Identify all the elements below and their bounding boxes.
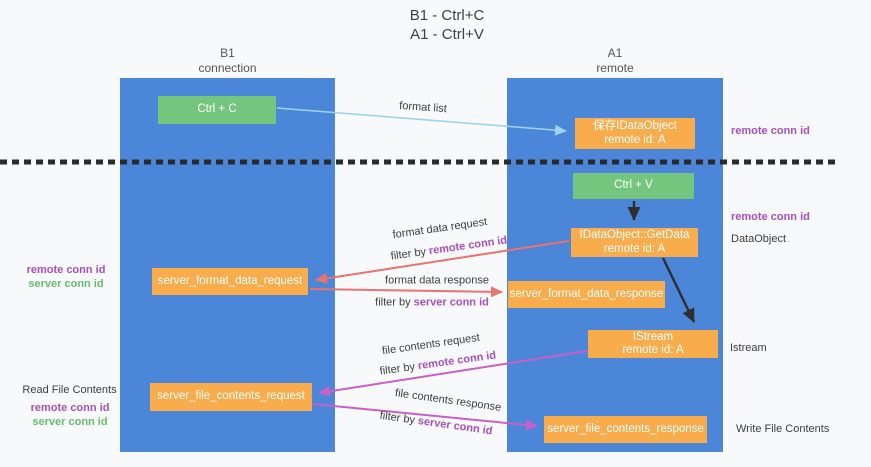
server-conn-id-text: server conn id bbox=[413, 296, 489, 309]
ctrl-v-label: Ctrl + V bbox=[614, 179, 653, 192]
right-remote-conn-id-mid: remote conn id bbox=[731, 211, 810, 223]
remote-conn-id-text: remote conn id bbox=[417, 349, 497, 373]
getdata-line2: remote id: A bbox=[603, 242, 666, 255]
server-file-contents-request-label: server_file_contents_request bbox=[157, 390, 305, 403]
filter-by-text: filter by bbox=[378, 360, 416, 378]
istream-line1: IStream bbox=[632, 330, 674, 343]
left-remote-conn-id-2: remote conn id bbox=[30, 402, 110, 414]
right-dataobject-label: DataObject bbox=[731, 233, 787, 245]
lane-a1-name: A1 bbox=[607, 46, 623, 60]
server-format-data-request-node: server_format_data_request bbox=[152, 268, 308, 295]
format-data-response-filter: filter by server conn id bbox=[375, 297, 489, 310]
lane-header-b1: B1 connection bbox=[120, 46, 335, 76]
left-server-conn-id-2: server conn id bbox=[32, 416, 108, 428]
ctrl-c-node: Ctrl + C bbox=[158, 96, 276, 124]
left-remote-conn-id-1: remote conn id bbox=[26, 264, 106, 276]
file-contents-response-filter: filter by server conn id bbox=[379, 410, 493, 439]
filter-by-text: filter by bbox=[378, 409, 416, 427]
title-line-1: B1 - Ctrl+C bbox=[409, 7, 485, 24]
lane-a1-role: remote bbox=[596, 61, 634, 75]
format-data-response-arrow bbox=[309, 286, 503, 298]
diagram-title: B1 - Ctrl+C A1 - Ctrl+V bbox=[0, 6, 871, 44]
save-idataobject-line1: 保存IDataObject bbox=[593, 120, 677, 132]
save-idataobject-line2: remote id: A bbox=[604, 133, 666, 146]
right-istream-label: Istream bbox=[730, 342, 767, 354]
title-line-2: A1 - Ctrl+V bbox=[410, 26, 484, 43]
save-idataobject-node: 保存IDataObject remote id: A bbox=[575, 118, 695, 149]
format-data-response-label: format data response bbox=[385, 274, 489, 287]
server-conn-id-text: server conn id bbox=[417, 415, 494, 438]
istream-node: IStream remote id: A bbox=[588, 330, 718, 358]
idataobject-getdata-node: IDataObject::GetData remote id: A bbox=[571, 228, 698, 257]
remote-conn-id-text: remote conn id bbox=[428, 234, 508, 258]
server-file-contents-response-label: server_file_contents_response bbox=[547, 422, 704, 435]
filter-by-text: filter by bbox=[389, 245, 427, 263]
server-format-data-response-node: server_format_data_response bbox=[508, 281, 665, 308]
left-read-file-contents-label: Read File Contents bbox=[22, 384, 117, 396]
lane-b1-role: connection bbox=[198, 61, 257, 75]
server-file-contents-response-node: server_file_contents_response bbox=[544, 416, 707, 443]
server-file-contents-request-node: server_file_contents_request bbox=[150, 383, 312, 411]
ctrl-v-node: Ctrl + V bbox=[573, 173, 694, 199]
format-list-label: format list bbox=[398, 99, 448, 116]
file-contents-response-label: file contents response bbox=[394, 387, 502, 414]
lane-header-a1: A1 remote bbox=[507, 46, 723, 76]
server-format-data-response-label: server_format_data_response bbox=[509, 287, 664, 300]
left-server-conn-id-1: server conn id bbox=[28, 278, 104, 290]
getdata-line1: IDataObject::GetData bbox=[579, 229, 690, 241]
lane-b1-name: B1 bbox=[220, 46, 235, 60]
right-remote-conn-id-top: remote conn id bbox=[731, 125, 810, 137]
server-format-data-request-label: server_format_data_request bbox=[157, 274, 303, 287]
istream-line2: remote id: A bbox=[622, 344, 684, 356]
right-write-file-contents-label: Write File Contents bbox=[736, 423, 830, 435]
ctrl-c-label: Ctrl + C bbox=[197, 103, 237, 116]
filter-by-text: filter by bbox=[375, 296, 411, 309]
